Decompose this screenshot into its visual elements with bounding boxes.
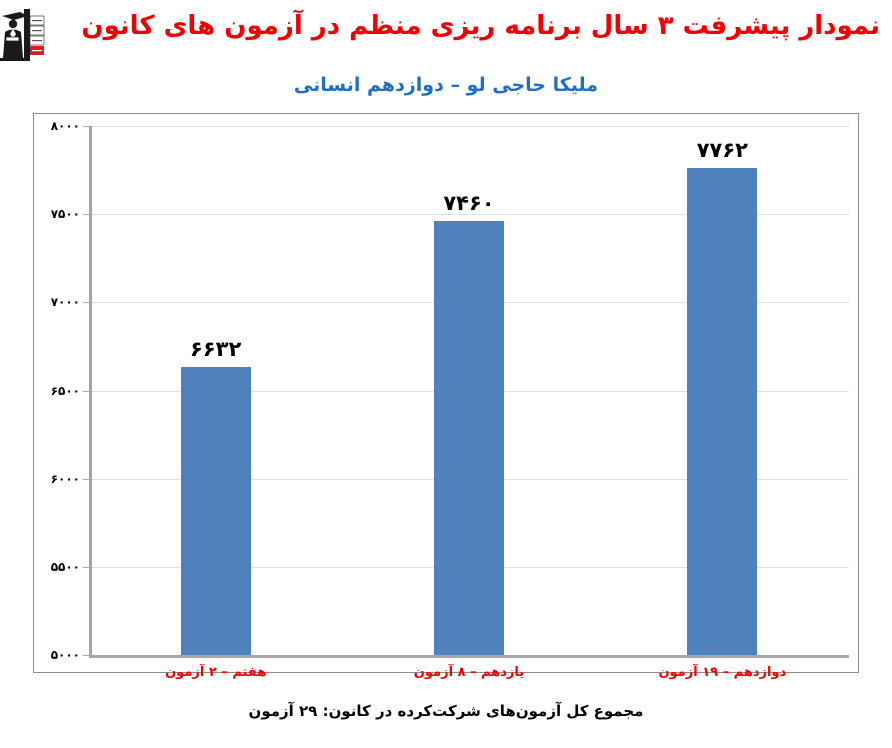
y-axis-tickmark [83,214,89,216]
chart-header: نمودار پیشرفت ۳ سال برنامه ریزی منظم در … [0,0,892,110]
y-axis-tick-label: ۶۵۰۰ [50,383,80,398]
kanoon-graduate-logo-icon [0,6,46,62]
y-axis-line [89,126,92,658]
y-axis-tickmark [83,478,89,480]
summary-footer: مجموع کل آزمون‌های شرکت‌کرده در کانون: ۲… [248,702,644,720]
bar-value-label: ۷۷۶۲ [696,137,748,162]
y-axis-tickmark [83,390,89,392]
bar-value-label: ۶۶۳۲ [190,337,242,362]
y-axis-tickmark [83,302,89,304]
plot-area: ۸۰۰۰ ۷۵۰۰ ۷۰۰۰ ۶۵۰۰ ۶۰۰۰ ۵۵۰۰ ۵۰۰۰ ۶۶۳۲ ۷۴۶۰ ۷۷۶… [51,120,849,661]
x-axis-line [89,655,849,658]
bar[interactable] [687,167,758,655]
y-axis-tickmark [83,655,89,656]
x-axis-category-label: هفتم – ۲ آزمون [165,665,267,680]
y-axis-tick-label: ۷۰۰۰ [50,295,80,310]
y-axis-tick-label: ۸۰۰۰ [50,119,80,133]
chart-container: ۸۰۰۰ ۷۵۰۰ ۷۰۰۰ ۶۵۰۰ ۶۰۰۰ ۵۵۰۰ ۵۰۰۰ ۶۶۳۲ ۷۴۶۰ ۷۷۶… [33,113,859,680]
y-axis-tick-label: ۶۰۰۰ [50,471,80,486]
bar[interactable] [180,367,251,655]
y-axis-tick-label: ۵۰۰۰ [50,648,80,662]
x-axis-category-label: یازدهم – ۸ آزمون [413,665,525,680]
page-title: نمودار پیشرفت ۳ سال برنامه ریزی منظم در … [81,11,880,41]
y-axis-tick-label: ۷۵۰۰ [50,207,80,222]
gridline [92,214,849,216]
page-subtitle: ملیکا حاجی لو – دوازدهم انسانی [293,74,599,96]
y-axis-tickmark [83,126,89,127]
y-axis-tickmark [83,566,89,568]
bar-value-label: ۷۴۶۰ [443,191,495,216]
x-axis-category-label: دوازدهم – ۱۹ آزمون [658,665,787,680]
y-axis-tick-label: ۵۵۰۰ [50,559,80,574]
bar[interactable] [434,221,504,655]
gridline [92,126,849,127]
